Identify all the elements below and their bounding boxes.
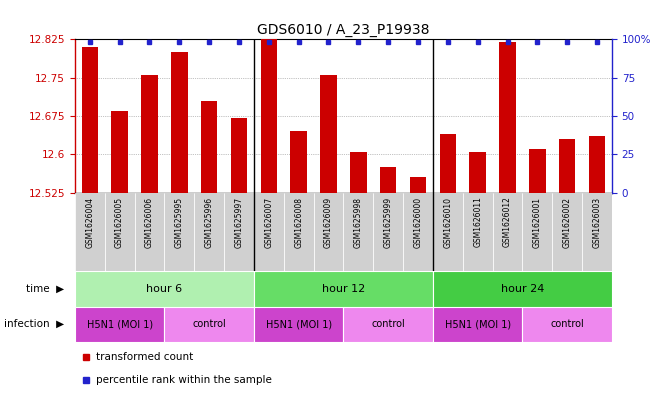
FancyBboxPatch shape — [224, 193, 254, 271]
FancyBboxPatch shape — [105, 193, 135, 271]
Text: GSM1625997: GSM1625997 — [234, 196, 243, 248]
Bar — [290, 131, 307, 193]
Bar — [380, 167, 396, 193]
Bar — [589, 136, 605, 193]
FancyBboxPatch shape — [433, 271, 612, 307]
FancyBboxPatch shape — [75, 193, 105, 271]
Bar — [439, 134, 456, 193]
Text: GSM1626006: GSM1626006 — [145, 196, 154, 248]
FancyBboxPatch shape — [433, 193, 463, 271]
Text: GSM1626011: GSM1626011 — [473, 196, 482, 247]
Text: GSM1625999: GSM1625999 — [383, 196, 393, 248]
Text: hour 12: hour 12 — [322, 284, 365, 294]
FancyBboxPatch shape — [284, 193, 314, 271]
Bar — [499, 42, 516, 193]
Text: H5N1 (MOI 1): H5N1 (MOI 1) — [266, 319, 332, 329]
Text: GSM1626007: GSM1626007 — [264, 196, 273, 248]
Text: GSM1626008: GSM1626008 — [294, 196, 303, 248]
Bar — [171, 52, 187, 193]
Bar — [320, 75, 337, 193]
Bar — [529, 149, 546, 193]
Bar — [141, 75, 158, 193]
Text: control: control — [371, 319, 405, 329]
Text: GSM1626001: GSM1626001 — [533, 196, 542, 248]
Bar — [409, 177, 426, 193]
Title: GDS6010 / A_23_P19938: GDS6010 / A_23_P19938 — [257, 23, 430, 37]
Bar — [201, 101, 217, 193]
Text: hour 6: hour 6 — [146, 284, 182, 294]
Bar — [350, 152, 367, 193]
Text: control: control — [192, 319, 226, 329]
Text: GSM1625996: GSM1625996 — [204, 196, 214, 248]
FancyBboxPatch shape — [254, 271, 433, 307]
FancyBboxPatch shape — [344, 193, 373, 271]
Bar — [81, 47, 98, 193]
FancyBboxPatch shape — [135, 193, 164, 271]
Text: percentile rank within the sample: percentile rank within the sample — [96, 375, 272, 385]
FancyBboxPatch shape — [522, 307, 612, 342]
Text: control: control — [550, 319, 584, 329]
Text: GSM1626005: GSM1626005 — [115, 196, 124, 248]
FancyBboxPatch shape — [403, 193, 433, 271]
FancyBboxPatch shape — [373, 193, 403, 271]
Text: GSM1626009: GSM1626009 — [324, 196, 333, 248]
Text: GSM1626002: GSM1626002 — [562, 196, 572, 248]
Bar — [111, 111, 128, 193]
FancyBboxPatch shape — [582, 193, 612, 271]
Text: GSM1626010: GSM1626010 — [443, 196, 452, 248]
Bar — [260, 39, 277, 193]
Text: hour 24: hour 24 — [501, 284, 544, 294]
Text: GSM1625998: GSM1625998 — [354, 196, 363, 248]
Bar — [230, 118, 247, 193]
FancyBboxPatch shape — [194, 193, 224, 271]
FancyBboxPatch shape — [344, 307, 433, 342]
Text: GSM1625995: GSM1625995 — [175, 196, 184, 248]
Text: transformed count: transformed count — [96, 352, 193, 362]
FancyBboxPatch shape — [552, 193, 582, 271]
FancyBboxPatch shape — [75, 271, 254, 307]
FancyBboxPatch shape — [254, 193, 284, 271]
Text: H5N1 (MOI 1): H5N1 (MOI 1) — [445, 319, 511, 329]
FancyBboxPatch shape — [433, 307, 522, 342]
Text: GSM1626003: GSM1626003 — [592, 196, 602, 248]
FancyBboxPatch shape — [493, 193, 522, 271]
Bar — [559, 139, 575, 193]
Bar — [469, 152, 486, 193]
Text: GSM1626000: GSM1626000 — [413, 196, 422, 248]
Text: time  ▶: time ▶ — [26, 284, 64, 294]
FancyBboxPatch shape — [522, 193, 552, 271]
FancyBboxPatch shape — [314, 193, 344, 271]
FancyBboxPatch shape — [254, 307, 344, 342]
FancyBboxPatch shape — [463, 193, 493, 271]
Text: infection  ▶: infection ▶ — [4, 319, 64, 329]
FancyBboxPatch shape — [164, 307, 254, 342]
FancyBboxPatch shape — [164, 193, 194, 271]
Text: H5N1 (MOI 1): H5N1 (MOI 1) — [87, 319, 153, 329]
Text: GSM1626004: GSM1626004 — [85, 196, 94, 248]
Text: GSM1626012: GSM1626012 — [503, 196, 512, 247]
FancyBboxPatch shape — [75, 307, 164, 342]
